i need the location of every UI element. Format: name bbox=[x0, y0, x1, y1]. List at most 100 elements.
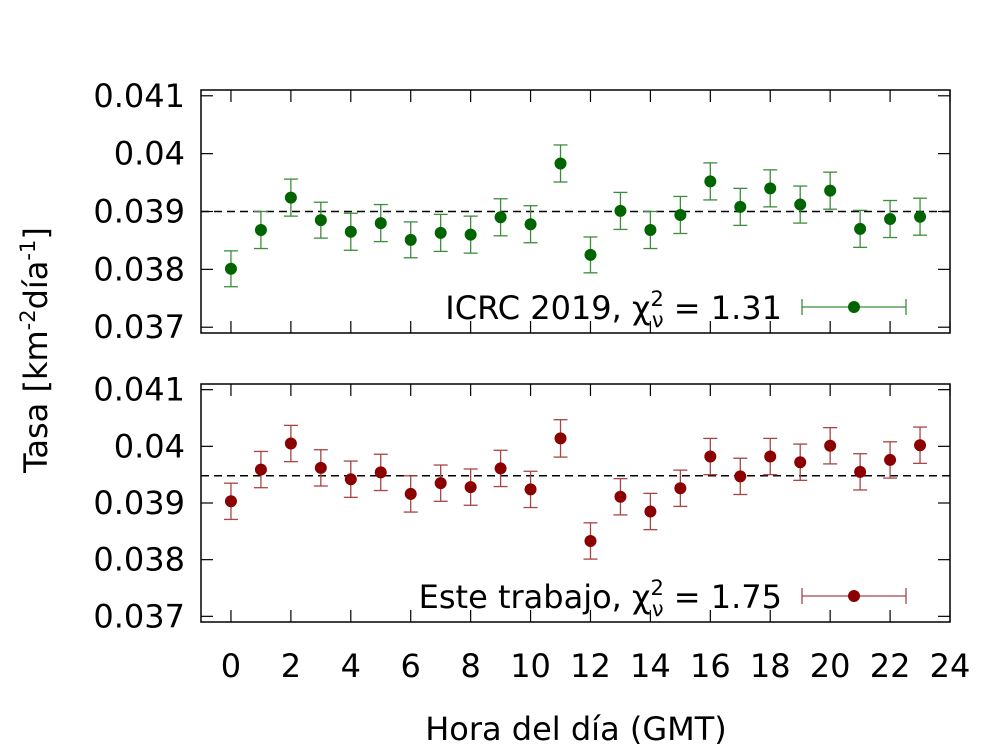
marker bbox=[554, 157, 567, 170]
marker bbox=[374, 466, 387, 479]
data-point bbox=[493, 198, 508, 237]
data-point bbox=[313, 449, 328, 487]
data-point bbox=[343, 460, 358, 498]
marker bbox=[554, 432, 567, 445]
marker bbox=[344, 225, 357, 238]
data-point bbox=[613, 191, 628, 231]
marker bbox=[614, 204, 627, 217]
data-point bbox=[343, 212, 358, 251]
marker bbox=[464, 228, 477, 241]
marker bbox=[884, 213, 897, 226]
legend-sub: ν bbox=[652, 308, 664, 332]
data-point bbox=[523, 470, 538, 509]
data-point bbox=[583, 236, 598, 274]
marker bbox=[224, 495, 237, 508]
marker bbox=[314, 461, 327, 474]
marker bbox=[494, 462, 507, 475]
data-point bbox=[433, 213, 448, 253]
data-point bbox=[253, 210, 268, 250]
y-tick-label: 0.041 bbox=[93, 371, 185, 409]
y-axis-title-suffix: ] bbox=[17, 227, 55, 239]
data-point bbox=[613, 477, 628, 516]
marker bbox=[794, 456, 807, 469]
marker bbox=[884, 453, 897, 466]
marker bbox=[764, 450, 777, 463]
y-axis-title-exp2: -1 bbox=[16, 240, 40, 261]
legend-marker bbox=[848, 301, 860, 313]
y-tick-label: 0.037 bbox=[93, 308, 185, 346]
data-point bbox=[913, 197, 928, 236]
y-tick-label: 0.041 bbox=[93, 77, 185, 115]
y-tick-label: 0.038 bbox=[93, 250, 185, 288]
x-tick-label: 16 bbox=[690, 647, 731, 685]
marker bbox=[914, 439, 927, 452]
data-point bbox=[823, 171, 838, 210]
marker bbox=[284, 191, 297, 204]
legend-sub: ν bbox=[652, 597, 664, 621]
marker bbox=[854, 465, 867, 478]
data-point bbox=[463, 215, 478, 254]
legend-sup: 2 bbox=[650, 576, 663, 600]
data-point bbox=[373, 203, 388, 243]
data-point bbox=[853, 453, 868, 491]
marker bbox=[284, 437, 297, 450]
data-point bbox=[463, 468, 478, 506]
marker bbox=[614, 490, 627, 503]
data-point bbox=[223, 250, 238, 288]
data-point bbox=[733, 187, 748, 227]
data-point bbox=[703, 162, 718, 201]
data-point bbox=[763, 437, 778, 476]
data-point bbox=[553, 144, 568, 183]
marker bbox=[584, 248, 597, 261]
legend-label: ICRC 2019, bbox=[445, 289, 632, 327]
legend-chi: χ bbox=[632, 578, 650, 616]
data-point bbox=[643, 492, 658, 531]
data-point bbox=[313, 201, 328, 239]
marker bbox=[584, 534, 597, 547]
x-tick-label: 12 bbox=[570, 647, 611, 685]
y-tick-label: 0.039 bbox=[93, 484, 185, 522]
marker bbox=[764, 182, 777, 195]
legend-value: = 1.31 bbox=[664, 289, 782, 327]
data-point bbox=[373, 453, 388, 492]
marker bbox=[914, 210, 927, 223]
data-point bbox=[883, 441, 898, 479]
legend-label: Este trabajo, bbox=[419, 578, 632, 616]
data-point bbox=[403, 221, 418, 259]
data-point bbox=[733, 457, 748, 496]
marker bbox=[404, 233, 417, 246]
data-point bbox=[643, 210, 658, 250]
marker bbox=[734, 470, 747, 483]
data-point bbox=[433, 464, 448, 502]
marker bbox=[524, 483, 537, 496]
y-tick-label: 0.04 bbox=[114, 135, 185, 173]
marker bbox=[704, 450, 717, 463]
data-point bbox=[763, 169, 778, 208]
marker bbox=[644, 505, 657, 518]
legend-label: ICRC 2019, χ2 ν = 1.31 bbox=[445, 287, 782, 332]
marker bbox=[854, 222, 867, 235]
marker bbox=[374, 217, 387, 230]
y-axis-title-mid: día bbox=[17, 261, 55, 310]
marker bbox=[524, 218, 537, 231]
y-tick-label: 0.04 bbox=[114, 427, 185, 465]
marker bbox=[674, 208, 687, 221]
x-tick-label: 6 bbox=[401, 647, 421, 685]
data-point bbox=[703, 437, 718, 476]
data-point bbox=[493, 449, 508, 488]
data-point bbox=[913, 426, 928, 464]
legend-marker bbox=[848, 590, 860, 602]
data-point bbox=[523, 205, 538, 244]
x-tick-label: 14 bbox=[630, 647, 671, 685]
marker bbox=[224, 262, 237, 275]
data-point bbox=[853, 209, 868, 249]
x-tick-label: 18 bbox=[750, 647, 791, 685]
marker bbox=[344, 473, 357, 486]
data-point bbox=[403, 475, 418, 513]
marker bbox=[254, 224, 267, 237]
panel-top: 0.041 0.04 0.039 0.038 0.037 ICRC 2019, χ2 ν =… bbox=[93, 77, 951, 346]
